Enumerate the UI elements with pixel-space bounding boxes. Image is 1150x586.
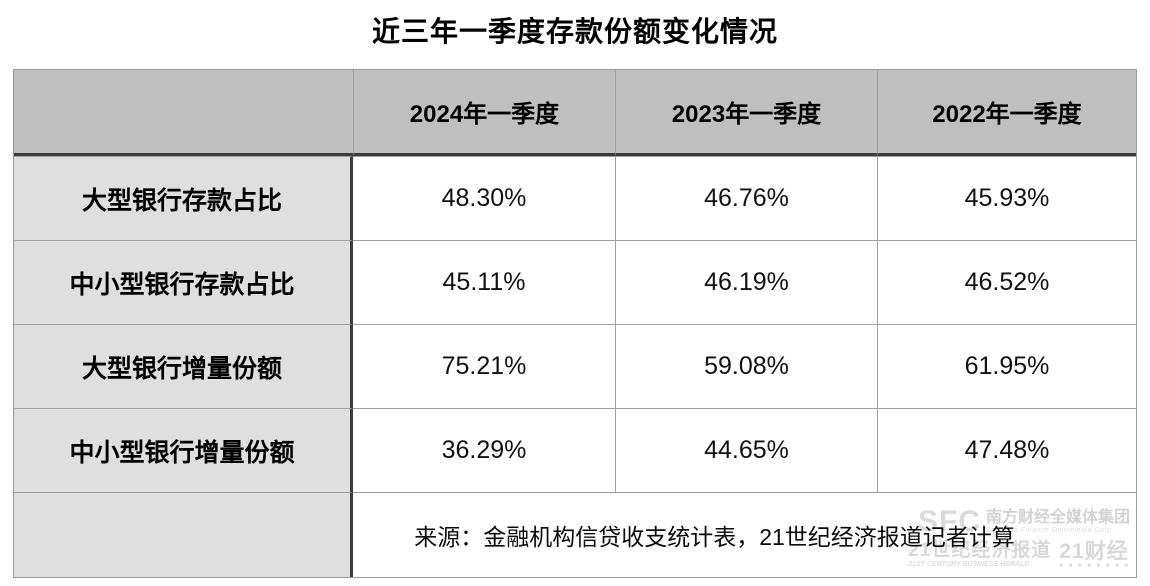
table-cell: 36.29% bbox=[353, 408, 615, 492]
table-cell: 45.11% bbox=[353, 240, 615, 324]
watermark-corp-block: 南方财经全媒体集团 Southern Finance Omnimedia Cor… bbox=[985, 508, 1130, 534]
table-cell: 48.30% bbox=[353, 156, 615, 240]
table-cell: 46.76% bbox=[615, 156, 877, 240]
row-label-smb-bank-deposit-share: 中小型银行存款占比 bbox=[14, 240, 353, 324]
table-cell: 75.21% bbox=[353, 324, 615, 408]
watermark-herald-name-en: 21ST CENTURY BUSINESS HERALD bbox=[908, 560, 1030, 568]
source-cell: 来源：金融机构信贷收支统计表，21世纪经济报道记者计算 SFC 南方财经全媒体集… bbox=[353, 492, 1136, 577]
watermark-21finance-name: 21财经 bbox=[1059, 539, 1129, 563]
row-label-large-bank-deposit-share: 大型银行存款占比 bbox=[14, 156, 353, 240]
table-cell: 59.08% bbox=[615, 324, 877, 408]
sfc-logo-icon: SFC bbox=[917, 505, 981, 539]
watermark-badge-squares-icon: ■ ■ ■ ■ ■ ■ ■ ■ bbox=[1059, 562, 1130, 569]
watermark-corp-row: SFC 南方财经全媒体集团 Southern Finance Omnimedia… bbox=[908, 506, 1130, 538]
column-header-2023-q1: 2023年一季度 bbox=[615, 70, 877, 156]
watermark-corp-name-cn: 南方财经全媒体集团 bbox=[985, 508, 1130, 526]
watermark-21finance-block: 21财经 ■ ■ ■ ■ ■ ■ ■ ■ bbox=[1059, 539, 1130, 569]
watermark-herald-row: 21世纪经济报道 21ST CENTURY BUSINESS HERALD 21… bbox=[908, 539, 1130, 569]
watermark-herald-name-cn: 21世纪经济报道 bbox=[908, 539, 1052, 561]
watermark-corp-name-en: Southern Finance Omnimedia Corp. bbox=[985, 526, 1115, 534]
row-label-smb-bank-incremental-share: 中小型银行增量份额 bbox=[14, 408, 353, 492]
table-cell: 45.93% bbox=[877, 156, 1136, 240]
watermark-herald-block: 21世纪经济报道 21ST CENTURY BUSINESS HERALD bbox=[908, 539, 1052, 568]
source-text: 来源：金融机构信贷收支统计表，21世纪经济报道记者计算 bbox=[414, 524, 1015, 550]
page-title: 近三年一季度存款份额变化情况 bbox=[371, 16, 778, 47]
table-cell: 61.95% bbox=[877, 324, 1136, 408]
header-corner-cell bbox=[14, 70, 353, 156]
deposit-share-table: 2024年一季度 2023年一季度 2022年一季度 大型银行存款占比 48.3… bbox=[13, 69, 1137, 578]
table-cell: 46.19% bbox=[615, 240, 877, 324]
sfc-watermark: SFC 南方财经全媒体集团 Southern Finance Omnimedia… bbox=[908, 506, 1130, 569]
row-label-large-bank-incremental-share: 大型银行增量份额 bbox=[14, 324, 353, 408]
column-header-2022-q1: 2022年一季度 bbox=[877, 70, 1136, 156]
table-cell: 47.48% bbox=[877, 408, 1136, 492]
column-header-2024-q1: 2024年一季度 bbox=[353, 70, 615, 156]
table-cell: 46.52% bbox=[877, 240, 1136, 324]
table-cell: 44.65% bbox=[615, 408, 877, 492]
footer-left-cell bbox=[14, 492, 353, 577]
